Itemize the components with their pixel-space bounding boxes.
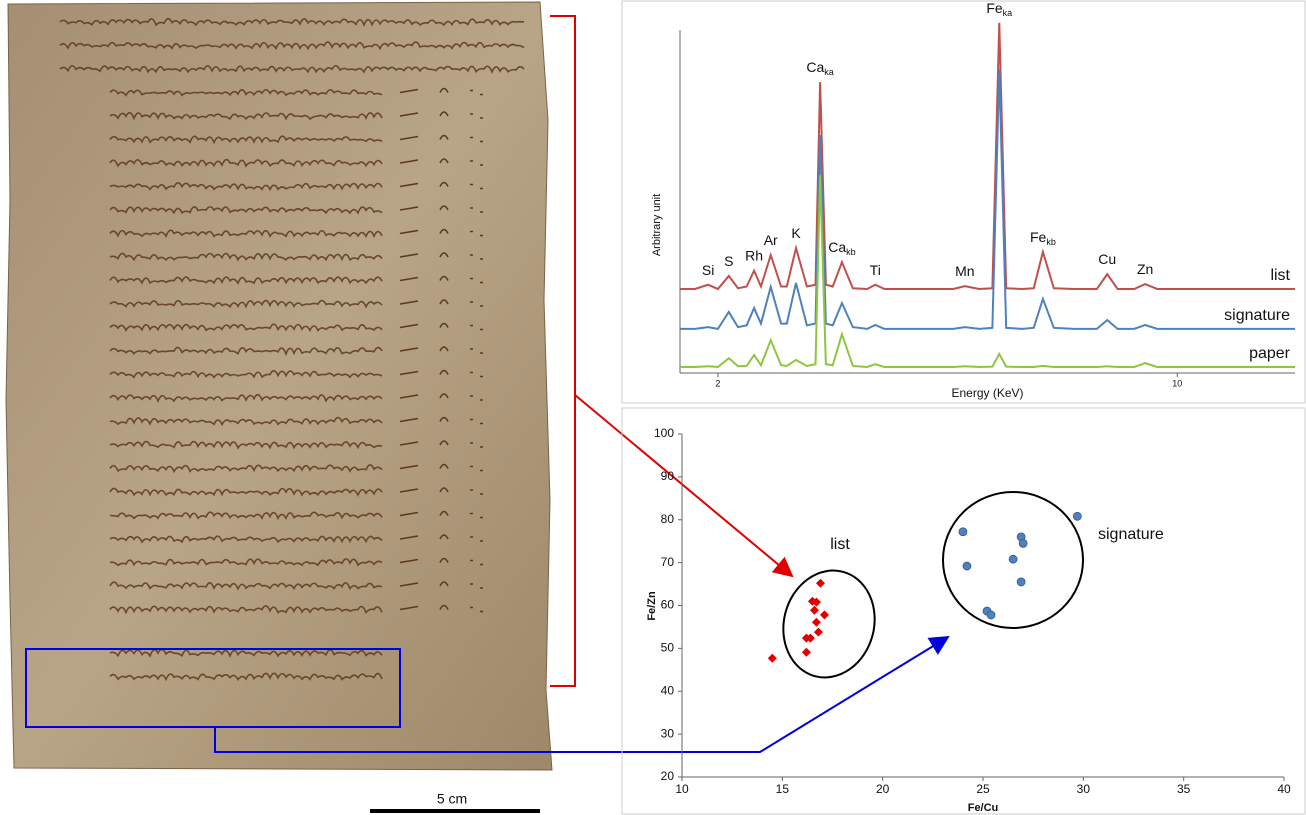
point xyxy=(812,618,821,627)
peak-label-element: Ca xyxy=(828,239,846,255)
peak-label-element: Ar xyxy=(764,232,778,248)
peak-label: Rh xyxy=(745,247,763,263)
y-tick-label: 30 xyxy=(661,726,675,740)
x-tick-label: 30 xyxy=(1077,782,1091,796)
spectrum-line xyxy=(680,23,1295,289)
point xyxy=(1009,555,1017,563)
bracket xyxy=(550,16,575,686)
peak-label: Caka xyxy=(806,59,833,78)
peak-label-element: Ti xyxy=(870,261,881,277)
x-tick-label: 15 xyxy=(776,782,790,796)
x-tick-label: 35 xyxy=(1177,782,1191,796)
cluster-ellipse xyxy=(772,560,887,688)
panel xyxy=(622,408,1305,814)
peak-label: Zn xyxy=(1137,261,1153,277)
peak-label-element: Cu xyxy=(1098,251,1116,267)
x-tick-label: 10 xyxy=(1172,378,1182,388)
series-label: signature xyxy=(1098,526,1164,543)
x-tick-label: 20 xyxy=(876,782,890,796)
peak-label-element: Fe xyxy=(986,0,1003,16)
series-label: list xyxy=(1270,267,1290,284)
point xyxy=(987,611,995,619)
point xyxy=(816,579,825,588)
y-tick-label: 90 xyxy=(661,469,675,483)
y-tick-label: 100 xyxy=(654,426,674,440)
peak-label-element: Zn xyxy=(1137,261,1153,277)
peak-label-subscript: kb xyxy=(846,248,856,258)
point xyxy=(1019,539,1027,547)
peak-label: Ar xyxy=(764,232,778,248)
peak-label-element: S xyxy=(724,253,733,269)
point xyxy=(1073,512,1081,520)
peak-label-subscript: ka xyxy=(824,68,834,78)
peak-label: Cakb xyxy=(828,239,855,258)
spectrum-line xyxy=(680,175,1295,367)
peak-label: Mn xyxy=(955,263,974,279)
figure: 5 cm 2 10 Energy (KeV) Arbitrary unit list si… xyxy=(0,0,1306,815)
y-axis-label: Fe/Zn xyxy=(646,591,658,621)
point xyxy=(814,628,823,637)
peak-label: Cu xyxy=(1098,251,1116,267)
x-tick-label: 25 xyxy=(976,782,990,796)
x-tick-label: 2 xyxy=(715,378,720,388)
peak-label-element: K xyxy=(791,225,801,241)
peak-label-element: Si xyxy=(702,261,714,277)
point xyxy=(963,562,971,570)
series-label: list xyxy=(830,536,850,553)
y-tick-label: 70 xyxy=(661,555,675,569)
point xyxy=(810,606,819,615)
y-tick-label: 20 xyxy=(661,769,675,783)
peak-label: S xyxy=(724,253,733,269)
peak-label-element: Fe xyxy=(1030,229,1047,245)
y-tick-label: 50 xyxy=(661,641,675,655)
peak-label-element: Ca xyxy=(806,59,824,75)
y-tick-label: 60 xyxy=(661,598,675,612)
peak-label: Feka xyxy=(986,0,1012,18)
peak-label: Si xyxy=(702,261,714,277)
x-tick-label: 10 xyxy=(675,782,689,796)
panel xyxy=(622,1,1305,403)
point xyxy=(959,528,967,536)
point xyxy=(768,654,777,663)
series-label: signature xyxy=(1224,307,1290,324)
point xyxy=(820,610,829,619)
x-axis-label: Fe/Cu xyxy=(968,802,999,814)
arrow xyxy=(575,395,792,576)
point xyxy=(802,648,811,657)
peak-label-subscript: ka xyxy=(1003,8,1013,18)
x-tick-label: 40 xyxy=(1277,782,1291,796)
point xyxy=(1017,578,1025,586)
scale-bar-label: 5 cm xyxy=(437,791,467,807)
peak-label: K xyxy=(791,225,801,241)
x-axis-label: Energy (KeV) xyxy=(951,386,1023,400)
peak-label: Ti xyxy=(870,261,881,277)
y-tick-label: 80 xyxy=(661,512,675,526)
peak-label-element: Mn xyxy=(955,263,974,279)
peak-label-subscript: kb xyxy=(1046,237,1056,247)
y-axis-label: Arbitrary unit xyxy=(651,194,663,256)
peak-label: Fekb xyxy=(1030,229,1056,248)
peak-label-element: Rh xyxy=(745,247,763,263)
series-label: paper xyxy=(1249,345,1291,362)
y-tick-label: 40 xyxy=(661,683,675,697)
